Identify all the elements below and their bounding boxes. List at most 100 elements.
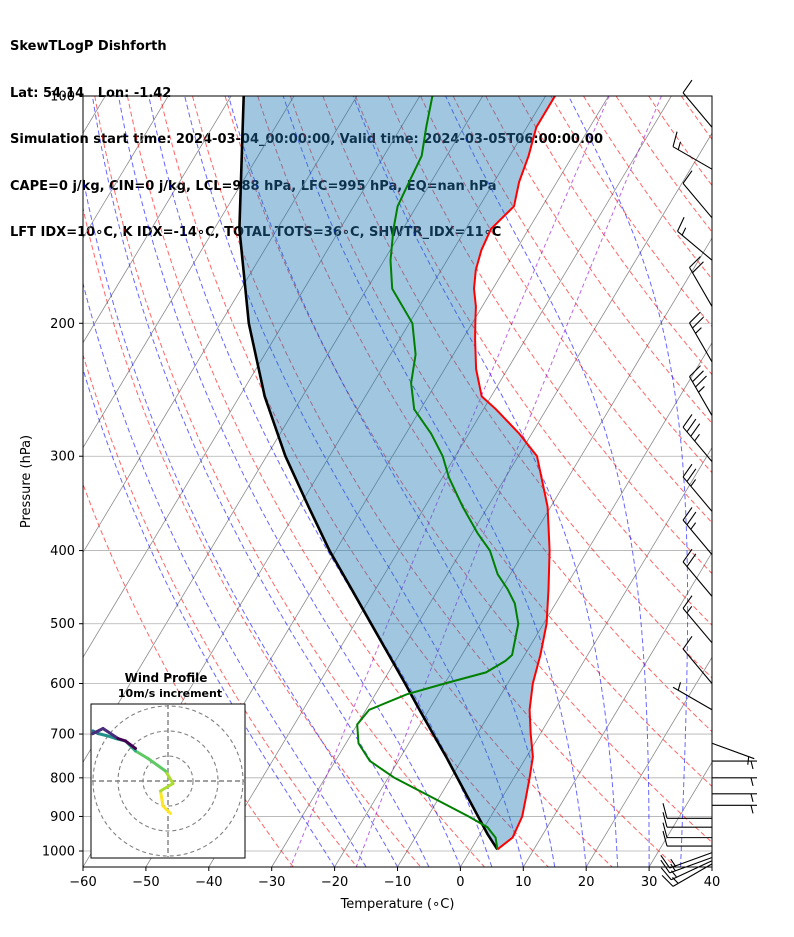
- wind-barb: [712, 760, 757, 770]
- wind-barb-flag: [682, 636, 693, 650]
- isotherm-line: [522, 551, 712, 867]
- hodograph: Wind Profile 10m/s increment: [90, 671, 246, 859]
- dry-adiabat-line: [94, 96, 485, 867]
- dry-adiabat-line: [452, 96, 712, 474]
- isotherm-line: [460, 446, 712, 867]
- hodograph-plot: [91, 704, 245, 858]
- dry-adiabat-line: [485, 96, 712, 424]
- wind-barb-half-flag: [694, 433, 700, 442]
- x-tick-label: −40: [195, 875, 222, 890]
- hodograph-segment: [159, 789, 165, 808]
- y-axis-label: Pressure (hPa): [19, 435, 34, 528]
- wind-barb-half-flag: [670, 858, 676, 867]
- wind-barb-shaft: [711, 742, 755, 760]
- wind-barb-half-flag: [750, 793, 754, 802]
- wind-barb: [677, 216, 713, 261]
- wind-barb-flag: [682, 79, 693, 94]
- x-tick-label: −30: [258, 875, 285, 890]
- wind-barb-flag: [689, 256, 701, 268]
- dry-adiabat-line: [714, 96, 794, 867]
- isotherm-line: [83, 96, 421, 659]
- wind-barb-flag: [682, 595, 693, 609]
- wind-barb-flag: [682, 170, 693, 184]
- hodograph-segment: [124, 739, 137, 750]
- wind-barb: [662, 803, 712, 819]
- dry-adiabat-line: [257, 96, 712, 788]
- wind-barb: [662, 812, 712, 828]
- dry-adiabat-line: [224, 96, 712, 844]
- wind-barb-shaft: [672, 146, 713, 170]
- wind-barb: [712, 793, 757, 802]
- wind-barb-flag: [686, 468, 697, 482]
- wind-barb-shaft: [682, 519, 713, 555]
- wind-barb-flag: [686, 511, 697, 526]
- wind-barb: [682, 79, 713, 128]
- wind-barb-half-flag: [690, 522, 697, 530]
- dry-adiabat-line: [322, 96, 712, 679]
- hodograph-segment: [134, 749, 150, 760]
- isotherm-line: [83, 96, 358, 554]
- wind-barb-flag: [682, 507, 693, 521]
- cin-shading: [239, 96, 555, 850]
- hodograph-segment: [146, 757, 167, 773]
- wind-barb: [672, 131, 713, 170]
- wind-barb-flag: [677, 216, 685, 232]
- x-tick-label: −50: [132, 875, 159, 890]
- title-block: SkewTLogP Dishforth Lat: 54.14 Lon: -1.4…: [10, 8, 603, 256]
- isotherm-line: [83, 96, 232, 344]
- wind-barb-flag: [686, 418, 697, 433]
- hodograph-title: Wind Profile: [125, 671, 208, 685]
- x-tick-label: 10: [515, 875, 532, 890]
- y-tick-label: 300: [50, 450, 75, 465]
- wind-barb: [689, 365, 713, 416]
- wind-barb: [689, 311, 713, 363]
- y-tick-label: 700: [50, 728, 75, 743]
- x-tick-label: −60: [69, 875, 96, 890]
- dry-adiabat-line: [648, 96, 712, 187]
- wind-barb-shaft: [669, 856, 713, 874]
- isotherm-line: [334, 237, 712, 867]
- moist-adiabat-line: [83, 175, 398, 867]
- wind-barb-flag: [661, 874, 674, 887]
- wind-barb-half-flag: [686, 605, 693, 614]
- wind-barb-flag: [692, 370, 704, 383]
- hodograph-segment: [159, 782, 175, 793]
- parcel-profile-line: [238, 96, 499, 851]
- hodograph-segment: [91, 727, 105, 735]
- isotherm-line: [271, 132, 712, 867]
- wind-barb: [672, 682, 713, 711]
- wind-barb-flag: [682, 548, 693, 563]
- dry-adiabat-line: [517, 96, 712, 376]
- wind-barb-flag: [660, 859, 671, 874]
- moist-adiabat-line: [83, 281, 367, 867]
- wind-barb: [660, 852, 713, 869]
- wind-barb: [682, 507, 713, 555]
- dry-adiabat-line: [354, 96, 712, 626]
- moist-adiabat-line: [148, 96, 493, 867]
- temperature-line: [472, 96, 556, 851]
- hodograph-segment: [96, 732, 110, 738]
- wind-barb-half-flag: [690, 479, 697, 487]
- isotherm-line: [585, 656, 712, 867]
- chart-title: SkewTLogP Dishforth: [10, 39, 167, 54]
- dry-adiabat-line: [387, 96, 712, 575]
- wind-barb: [662, 822, 712, 839]
- wind-barb-shaft: [689, 376, 713, 416]
- y-tick-label: 1000: [42, 845, 75, 860]
- wind-barb-flag: [682, 463, 693, 478]
- moist-adiabat-line: [83, 367, 336, 867]
- hodograph-segment: [101, 727, 120, 740]
- wind-barb-half-flag: [670, 863, 676, 872]
- hodograph-segment: [161, 804, 172, 815]
- wind-barb-half-flag: [677, 141, 682, 150]
- wind-barb-half-flag: [681, 227, 687, 236]
- x-tick-label: 20: [578, 875, 595, 890]
- wind-barb: [682, 636, 713, 684]
- dry-adiabat-line: [550, 96, 712, 328]
- wind-barb-flag: [682, 414, 693, 428]
- dry-adiabat-line: [746, 96, 794, 867]
- wind-barb-flag: [686, 553, 697, 567]
- y-tick-label: 100: [50, 90, 75, 105]
- wind-barb-shaft: [689, 322, 713, 363]
- wind-barb-shaft: [682, 92, 713, 128]
